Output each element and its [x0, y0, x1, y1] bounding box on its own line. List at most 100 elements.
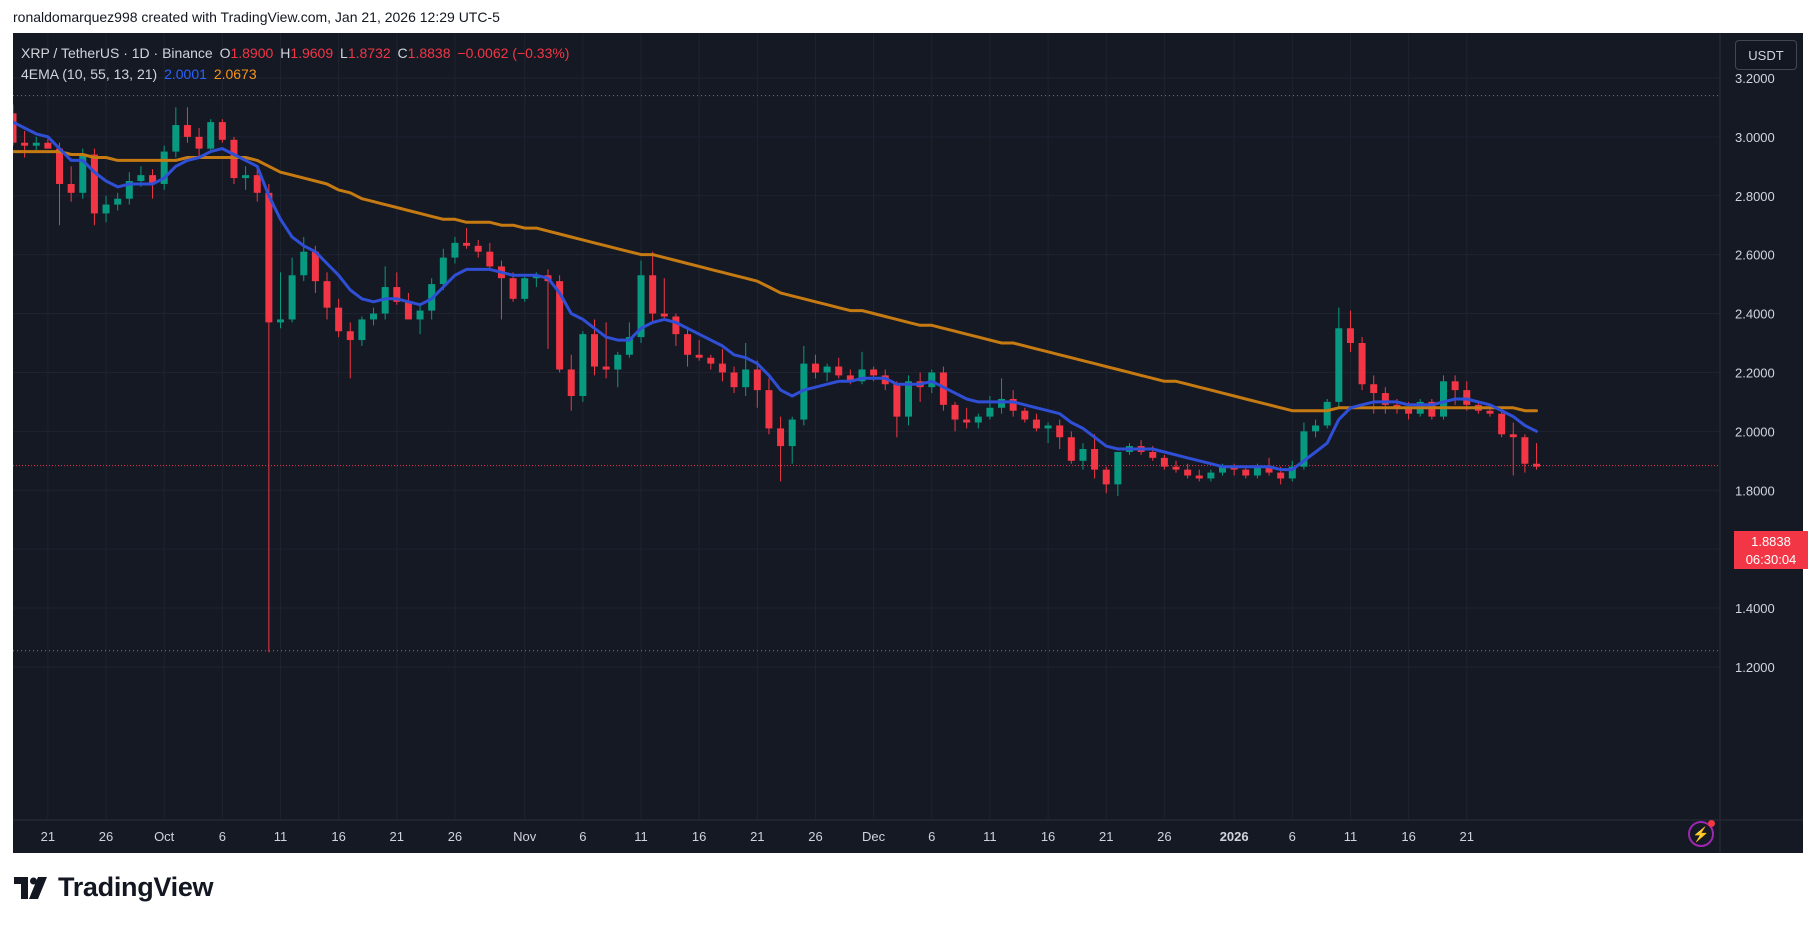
x-tick-label: 26 — [99, 829, 113, 844]
candle — [963, 407, 971, 429]
grid-layer — [13, 33, 1720, 820]
x-tick-label: 16 — [1041, 829, 1055, 844]
x-tick-label: 21 — [1099, 829, 1113, 844]
candle-body — [974, 416, 982, 423]
candle-body — [335, 307, 343, 332]
legend-symbol[interactable]: XRP / TetherUS · 1D · Binance — [21, 45, 213, 61]
candle-body — [1032, 419, 1040, 429]
candle — [242, 166, 250, 190]
candle — [602, 322, 610, 379]
candle — [486, 242, 494, 270]
candle-body — [1439, 381, 1447, 417]
y-tick-label: 2.8000 — [1735, 189, 1775, 204]
candle — [230, 136, 238, 184]
candle — [404, 292, 412, 320]
candle-body — [614, 354, 622, 370]
candle-body — [463, 242, 471, 246]
legend-indicator-name[interactable]: 4EMA (10, 55, 13, 21) — [21, 66, 158, 82]
candle-body — [637, 275, 645, 338]
candle-body — [114, 198, 122, 205]
candle — [21, 130, 29, 158]
candle — [370, 307, 378, 326]
candle — [335, 298, 343, 338]
candle — [32, 136, 40, 152]
candle-body — [1451, 381, 1459, 391]
x-tick-label: 16 — [692, 829, 706, 844]
candle-body — [1381, 393, 1389, 405]
y-tick-label: 2.4000 — [1735, 307, 1775, 322]
candle-body — [21, 142, 29, 146]
candle — [1044, 422, 1052, 444]
candle — [800, 345, 808, 426]
candle-body — [160, 151, 168, 184]
candle — [730, 366, 738, 394]
candle-body — [102, 204, 110, 214]
candle — [474, 239, 482, 258]
candle-body — [765, 390, 773, 429]
candle-body — [439, 257, 447, 285]
x-tick-label: 6 — [928, 829, 935, 844]
candle — [172, 107, 180, 158]
candle-body — [207, 122, 215, 149]
x-tick-label: 11 — [274, 829, 288, 844]
candle — [811, 354, 819, 379]
candle — [974, 413, 982, 429]
candle-body — [1486, 410, 1494, 414]
candle — [253, 169, 261, 202]
last-price-badge: 1.8838 06:30:04 — [1734, 531, 1808, 569]
price-chart[interactable]: 3.2000 3.0000 2.8000 2.6000 2.4000 2.2000 2.00… — [13, 33, 1803, 853]
attribution-text: ronaldomarquez998 created with TradingVi… — [13, 9, 500, 25]
x-tick-label: 11 — [983, 829, 997, 844]
candle — [218, 119, 226, 143]
candle-body — [242, 175, 250, 179]
y-tick-label: 1.4000 — [1735, 601, 1775, 616]
candle — [509, 272, 517, 302]
candle — [753, 360, 761, 408]
candle-body — [777, 428, 785, 447]
candle-body — [625, 337, 633, 355]
lightning-icon[interactable]: ⚡ — [1688, 820, 1715, 847]
candle-body — [1498, 413, 1506, 435]
chart-frame[interactable]: 3.2000 3.0000 2.8000 2.6000 2.4000 2.2000 2.00… — [13, 33, 1808, 853]
legend-change: −0.0062 (−0.33%) — [457, 45, 570, 61]
candle-body — [1300, 431, 1308, 467]
candle-body — [1533, 463, 1541, 467]
candle — [1346, 310, 1354, 352]
candle-body — [1253, 466, 1261, 476]
candle-body — [602, 366, 610, 370]
candle-body — [1312, 425, 1320, 432]
candle — [463, 228, 471, 249]
x-tick-label: 26 — [448, 829, 462, 844]
x-tick-label: 16 — [331, 829, 345, 844]
candle — [67, 166, 75, 202]
candle — [1102, 466, 1110, 494]
candle-body — [718, 363, 726, 373]
candle-body — [1021, 410, 1029, 420]
candle-body — [1219, 466, 1227, 473]
candle-body — [1207, 472, 1215, 479]
candle-body — [300, 251, 308, 276]
notification-dot — [1708, 820, 1715, 827]
x-tick-label: Oct — [154, 829, 175, 844]
ema-layer — [13, 120, 1538, 472]
candle — [660, 278, 668, 320]
candle-body — [1463, 390, 1471, 405]
candle-body — [509, 278, 517, 299]
candle-body — [13, 113, 17, 143]
candle-body — [90, 154, 98, 214]
candle-body — [1405, 407, 1413, 414]
candle — [381, 266, 389, 320]
candle — [56, 142, 64, 226]
price-axis: 3.2000 3.0000 2.8000 2.6000 2.4000 2.2000 2.00… — [1735, 71, 1775, 675]
candle-body — [521, 278, 529, 299]
candle-body — [579, 334, 587, 397]
legend-ema-slow-value: 2.0673 — [213, 66, 257, 82]
currency-selector-button[interactable]: USDT — [1735, 40, 1797, 70]
candle-body — [823, 366, 831, 373]
candle — [102, 195, 110, 223]
candle-body — [358, 319, 366, 341]
tradingview-logo[interactable]: TradingView — [14, 872, 214, 903]
candle — [998, 378, 1006, 414]
candle-body — [1277, 472, 1285, 479]
candle-body — [1172, 466, 1180, 470]
